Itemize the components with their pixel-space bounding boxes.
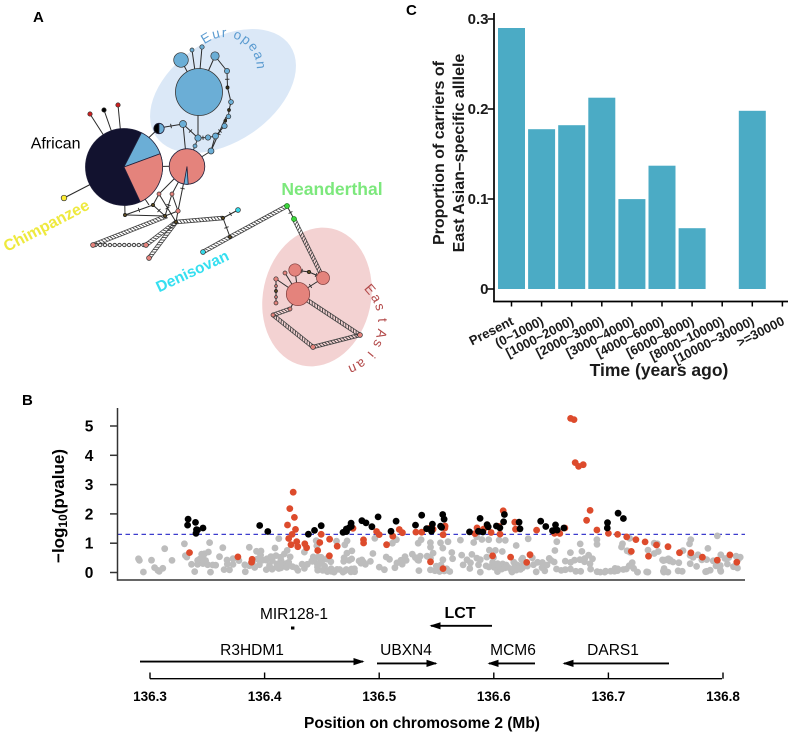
svg-text:0.2: 0.2 [468,101,489,118]
svg-text:0: 0 [85,565,94,582]
svg-text:5: 5 [85,419,94,436]
svg-text:C: C [406,2,417,19]
svg-text:0: 0 [480,281,488,298]
svg-text:136.8: 136.8 [706,689,740,704]
svg-text:0.1: 0.1 [468,191,489,208]
svg-text:Neanderthal: Neanderthal [281,179,382,199]
svg-text:136.4: 136.4 [248,689,282,704]
svg-text:136.3: 136.3 [133,689,167,704]
svg-text:DARS1: DARS1 [587,642,639,659]
svg-text:136.7: 136.7 [592,689,626,704]
svg-text:2: 2 [85,506,94,523]
svg-text:−log10(pvalue): −log10(pvalue) [49,449,70,563]
svg-text:136.6: 136.6 [477,689,511,704]
svg-text:African: African [31,135,81,152]
svg-text:UBXN4: UBXN4 [380,642,432,659]
svg-text:MIR128-1: MIR128-1 [260,606,328,623]
svg-text:Proportion of carriers of: Proportion of carriers of [431,60,448,245]
svg-text:1: 1 [85,536,94,553]
svg-text:R3HDM1: R3HDM1 [220,642,284,659]
svg-text:Time (years ago): Time (years ago) [590,360,729,380]
svg-text:0.3: 0.3 [468,11,489,28]
svg-text:3: 3 [85,477,94,494]
svg-text:LCT: LCT [444,605,475,622]
svg-text:B: B [22,392,33,409]
svg-text:Position on chromosome 2 (Mb): Position on chromosome 2 (Mb) [304,715,540,732]
svg-text:MCM6: MCM6 [490,642,536,659]
svg-text:East Asian–specific alllele: East Asian–specific alllele [451,54,468,253]
svg-text:A: A [33,9,44,26]
svg-text:136.5: 136.5 [362,689,396,704]
svg-text:4: 4 [85,448,94,465]
